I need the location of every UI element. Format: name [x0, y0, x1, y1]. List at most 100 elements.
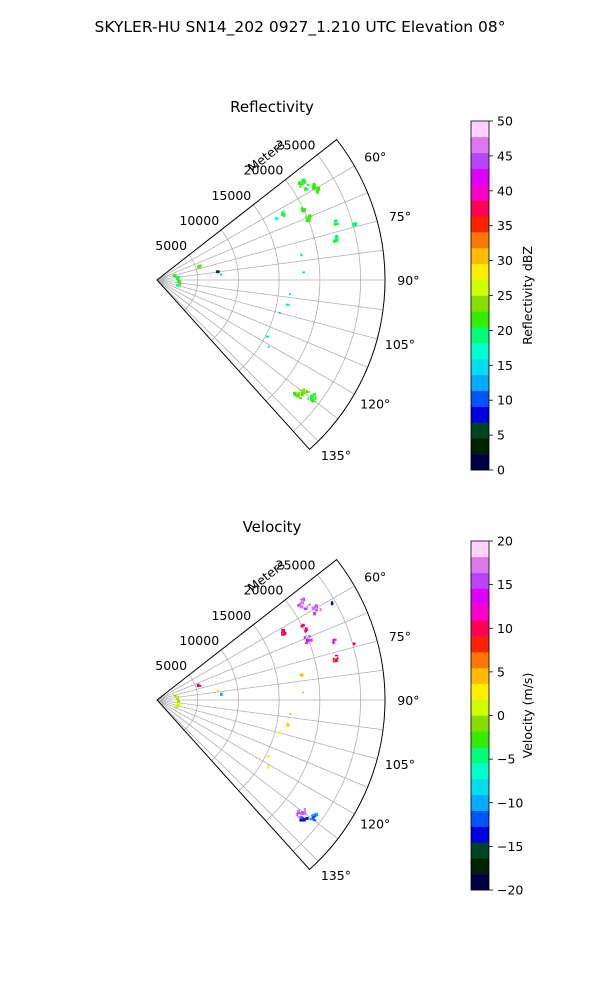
echo-pixel — [289, 292, 291, 296]
echo-pixel — [336, 222, 339, 226]
echo-pixel — [299, 673, 304, 677]
echo-pixel — [303, 607, 308, 611]
colorbar-swatch — [471, 152, 489, 169]
azimuth-tick-label: 90° — [397, 273, 419, 288]
colorbar-swatch — [471, 874, 489, 891]
echo-pixel — [275, 217, 279, 220]
colorbar: −20 −15 −10 −5 0 5 10 15 20 Velocity (m/s) — [470, 534, 535, 898]
azimuth-gridline — [156, 279, 368, 368]
colorbar-swatch — [471, 858, 489, 875]
echo-pixel — [301, 599, 305, 604]
colorbar-swatch — [471, 184, 489, 201]
colorbar-swatch — [471, 438, 489, 455]
azimuth-tick-label: 135° — [321, 448, 351, 463]
echo-pixel — [303, 392, 307, 395]
azimuth-gridline — [156, 669, 384, 701]
colorbar-swatch — [471, 200, 489, 217]
echo-pixel — [282, 210, 285, 213]
radar-echo — [197, 264, 202, 269]
colorbar-tick-label: 45 — [497, 148, 513, 163]
radar-echo — [266, 755, 270, 758]
radar-echo — [285, 303, 290, 306]
echo-pixel — [305, 389, 308, 394]
radar-echo — [173, 694, 177, 698]
colorbar-tick-label: −20 — [497, 883, 523, 898]
colorbar-tick-label: 5 — [497, 664, 505, 679]
azimuth-gridline — [156, 279, 355, 395]
colorbar-swatch — [471, 406, 489, 423]
echo-pixel — [175, 284, 180, 287]
echo-pixel — [306, 605, 309, 610]
echo-pixel — [175, 704, 179, 708]
colorbar-swatch — [471, 541, 489, 558]
echo-pixel — [306, 217, 310, 221]
colorbar-swatch — [471, 652, 489, 669]
azimuth-tick-label: 75° — [389, 629, 411, 644]
echo-pixel — [312, 813, 316, 816]
radar-echo — [279, 312, 281, 315]
echo-pixel — [332, 638, 335, 643]
echo-pixel — [216, 270, 220, 274]
colorbar-tick-label: −15 — [497, 839, 523, 854]
echo-pixel — [332, 660, 335, 663]
range-ring — [238, 624, 280, 792]
colorbar-swatch — [471, 311, 489, 328]
azimuth-gridline — [156, 220, 378, 281]
radar-echo — [303, 635, 313, 645]
echo-pixel — [295, 391, 297, 396]
azimuth-tick-label: 105° — [385, 337, 415, 352]
radar-echo — [330, 601, 334, 606]
echo-pixel — [335, 219, 338, 222]
azimuth-gridline — [156, 165, 355, 281]
echo-pixel — [266, 335, 270, 338]
echo-pixel — [312, 398, 317, 400]
echo-pixel — [335, 654, 339, 657]
echo-pixel — [330, 602, 333, 605]
echo-pixel — [312, 184, 316, 188]
radar-echo — [302, 691, 304, 694]
echo-pixel — [197, 265, 201, 268]
azimuth-gridline — [156, 279, 378, 340]
echo-pixel — [301, 178, 305, 183]
colorbar-swatch — [471, 454, 489, 471]
colorbar-swatch — [471, 731, 489, 748]
colorbar-swatch — [471, 715, 489, 732]
radar-echo — [302, 271, 306, 274]
colorbar-swatch — [471, 683, 489, 700]
echo-pixel — [299, 818, 303, 822]
range-ring — [265, 599, 321, 822]
echo-pixel — [297, 181, 302, 186]
range-ring — [292, 154, 361, 432]
echo-pixel — [306, 638, 310, 642]
echo-pixel — [334, 237, 339, 242]
colorbar-swatch — [471, 588, 489, 605]
colorbar-swatch — [471, 136, 489, 154]
echo-pixel — [266, 755, 270, 758]
echo-pixel — [313, 606, 318, 611]
echo-pixel — [305, 629, 308, 632]
echo-pixel — [354, 222, 358, 226]
echo-pixel — [298, 812, 302, 815]
echo-pixel — [307, 218, 311, 222]
azimuth-gridline — [156, 585, 355, 701]
azimuth-tick-label: 120° — [360, 397, 390, 412]
echo-pixel — [177, 280, 182, 283]
radar-echo — [300, 253, 303, 257]
echo-pixel — [178, 283, 182, 286]
colorbar-swatch — [471, 390, 489, 407]
echo-pixel — [332, 657, 335, 661]
azimuth-tick-label: 120° — [360, 817, 390, 832]
radar-echo — [175, 284, 180, 288]
echo-pixel — [352, 222, 356, 226]
radar-echo — [311, 604, 322, 616]
azimuth-tick-label: 60° — [364, 149, 386, 164]
echo-pixel — [302, 691, 304, 694]
echo-pixel — [303, 181, 306, 184]
echo-pixel — [283, 631, 287, 635]
echo-pixel — [304, 811, 307, 815]
colorbar-tick-label: 20 — [497, 323, 513, 338]
echo-pixel — [300, 392, 304, 396]
figure-title: SKYLER-HU SN14_202 0927_1.210 UTC Elevat… — [95, 18, 506, 37]
colorbar-tick-label: −10 — [497, 795, 523, 810]
colorbar-swatch — [471, 572, 489, 589]
